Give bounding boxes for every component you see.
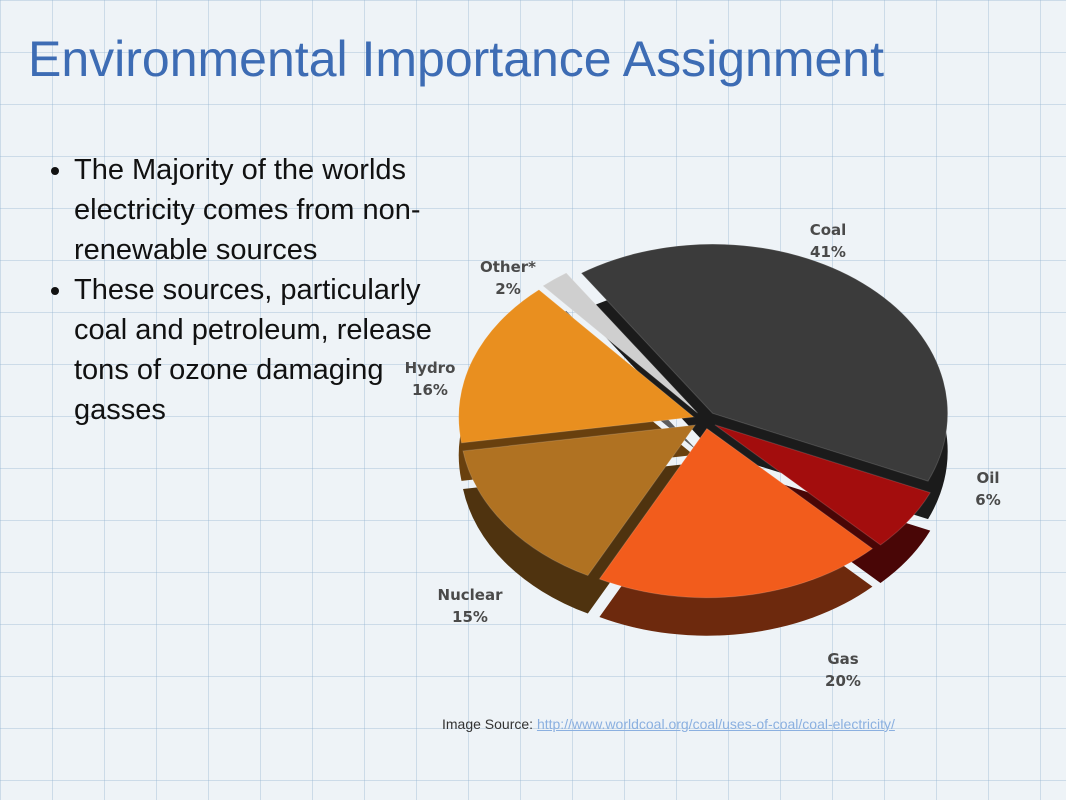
- slice-label: Other*: [480, 258, 536, 276]
- bullet-list: The Majority of the worlds electricity c…: [30, 150, 440, 430]
- slice-value-label: 6%: [975, 491, 1000, 509]
- bullet: These sources, particularly coal and pet…: [74, 270, 440, 430]
- slice: [598, 427, 874, 599]
- slice-value-label: 16%: [412, 381, 448, 399]
- slice-value-label: 20%: [825, 672, 861, 690]
- slice: [458, 289, 695, 444]
- slice-label: Oil: [976, 469, 999, 487]
- slice-value-label: 15%: [452, 608, 488, 626]
- slice-label: Gas: [827, 650, 858, 668]
- slice-label: Hydro: [405, 359, 456, 377]
- slice-label: Nuclear: [438, 586, 504, 604]
- slide-title: Environmental Importance Assignment: [28, 31, 884, 87]
- slice-value-label: 2%: [495, 280, 520, 298]
- source-link[interactable]: http://www.worldcoal.org/coal/uses-of-co…: [536, 716, 895, 732]
- source-label: Image Source:: [442, 716, 534, 732]
- bullet: The Majority of the worlds electricity c…: [74, 150, 440, 270]
- slice: [462, 424, 697, 577]
- slice: [714, 424, 932, 546]
- slice-label: Coal: [810, 221, 847, 239]
- image-source: Image Source: http://www.worldcoal.org/c…: [442, 716, 895, 732]
- slice: [580, 243, 949, 482]
- slice-value-label: 41%: [810, 243, 846, 261]
- slice: [542, 272, 699, 414]
